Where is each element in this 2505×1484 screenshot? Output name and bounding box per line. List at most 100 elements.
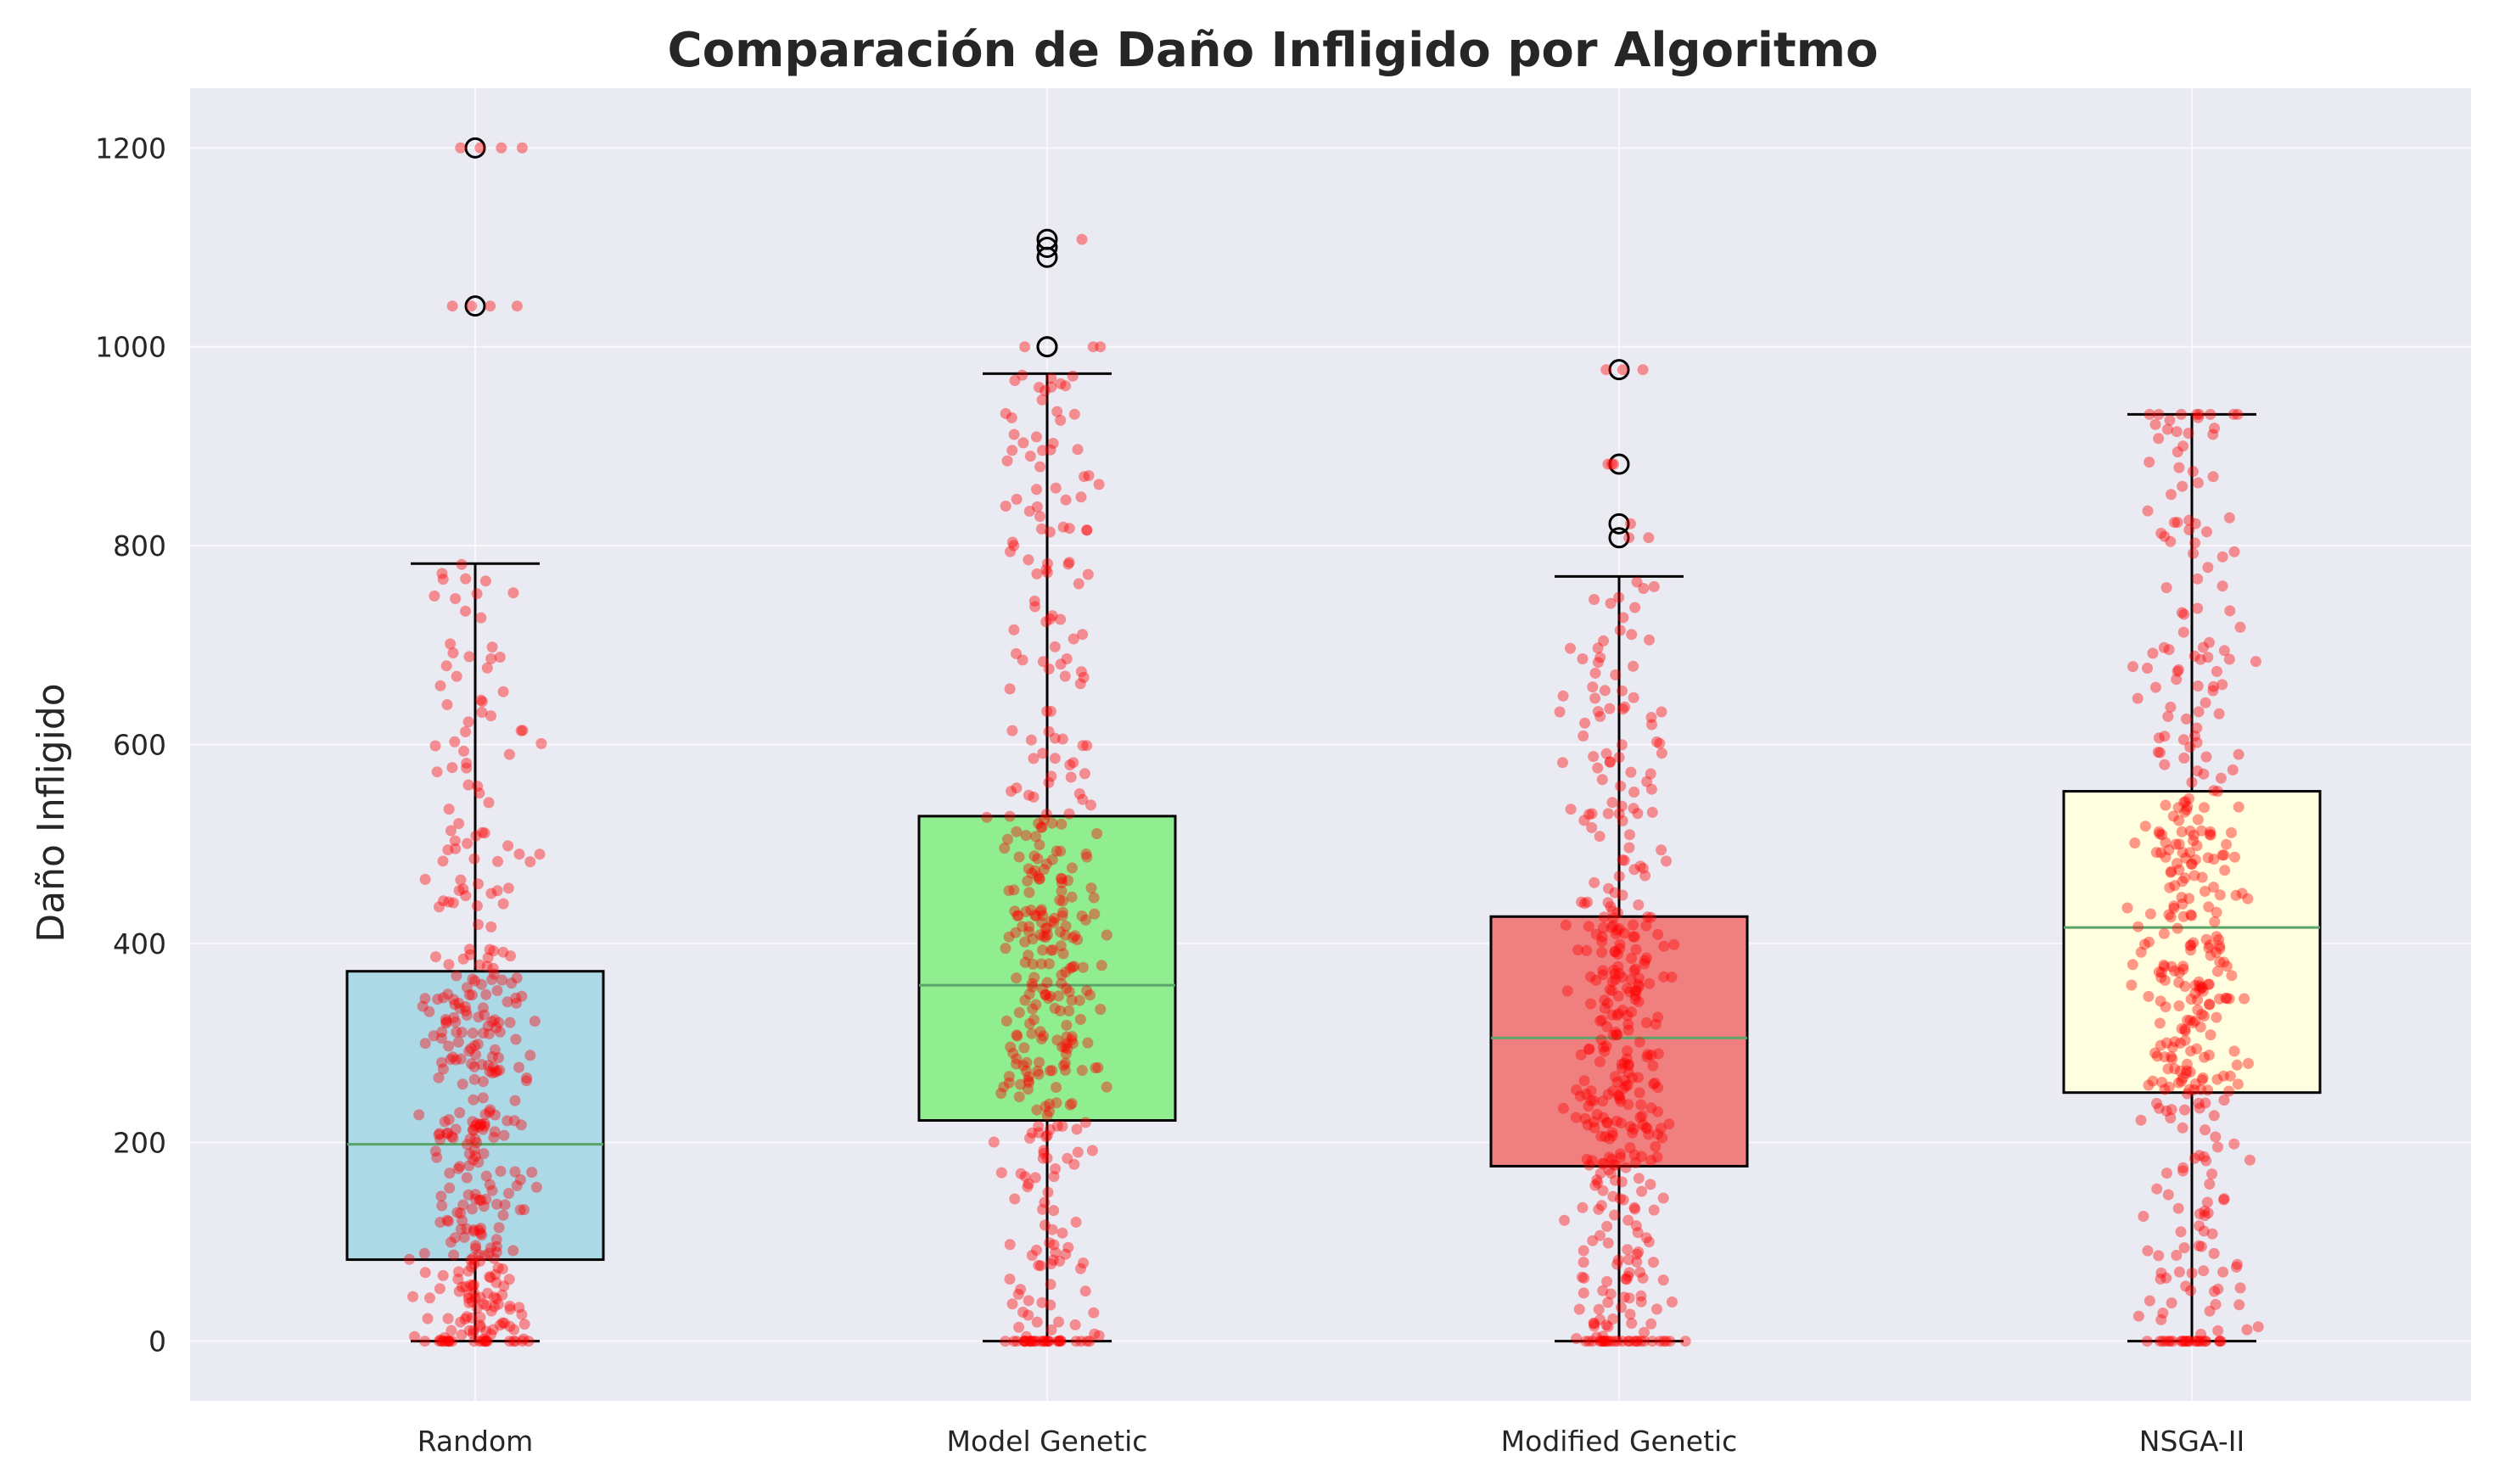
jitter-point <box>1067 961 1079 973</box>
jitter-point <box>2207 471 2219 483</box>
jitter-point <box>403 1253 415 1265</box>
jitter-point <box>1587 1235 1599 1246</box>
jitter-point <box>468 1287 479 1298</box>
jitter-point <box>1635 1099 1647 1111</box>
jitter-point <box>1001 455 1013 467</box>
jitter-point <box>1056 1227 1068 1239</box>
jitter-point <box>1575 1049 1587 1061</box>
jitter-point <box>1608 1159 1620 1171</box>
jitter-point <box>1609 1209 1621 1221</box>
jitter-point <box>2166 960 2177 972</box>
jitter-point <box>2183 524 2195 535</box>
jitter-point <box>2143 990 2155 1002</box>
jitter-point <box>1559 1214 1570 1226</box>
jitter-point <box>2155 747 2166 759</box>
jitter-point <box>1040 1219 1051 1231</box>
jitter-point <box>1656 1132 1668 1144</box>
jitter-point <box>1034 1336 1045 1347</box>
jitter-point <box>1056 1041 1068 1053</box>
jitter-point <box>496 1289 508 1301</box>
jitter-point <box>2179 1034 2191 1046</box>
jitter-point <box>462 1189 474 1201</box>
jitter-point <box>1054 926 1066 938</box>
jitter-point <box>1055 378 1067 389</box>
jitter-point <box>469 1134 481 1145</box>
jitter-point <box>1066 891 1078 903</box>
jitter-point <box>1036 821 1048 833</box>
jitter-point <box>2158 927 2170 939</box>
jitter-point <box>2229 851 2240 863</box>
outlier-marker <box>1608 453 1630 475</box>
jitter-point <box>419 1267 431 1279</box>
jitter-point <box>1558 1102 1569 1114</box>
jitter-point <box>1607 1130 1618 1141</box>
jitter-point <box>2194 1220 2205 1232</box>
jitter-point <box>1565 642 1576 654</box>
jitter-point <box>2159 974 2171 986</box>
jitter-point <box>457 883 469 895</box>
jitter-point <box>2204 636 2215 648</box>
jitter-point <box>1088 1307 1100 1319</box>
jitter-point <box>1635 1336 1647 1347</box>
jitter-point <box>1074 1013 1086 1025</box>
y-tick-label: 800 <box>113 529 166 563</box>
jitter-point <box>2144 408 2155 420</box>
jitter-point <box>485 1242 496 1254</box>
jitter-point <box>434 680 446 692</box>
jitter-point <box>1040 989 1051 1000</box>
jitter-point <box>1588 1095 1600 1106</box>
jitter-point <box>1617 972 1628 983</box>
jitter-point <box>1055 872 1067 884</box>
jitter-point <box>1604 1151 1615 1163</box>
jitter-point <box>1668 938 1680 950</box>
jitter-point <box>1026 1127 1038 1139</box>
jitter-point <box>479 1009 490 1021</box>
jitter-point <box>1595 1200 1607 1212</box>
jitter-point <box>1589 876 1600 888</box>
jitter-point <box>494 1319 506 1331</box>
jitter-point <box>467 1296 478 1308</box>
jitter-point <box>1597 1095 1609 1107</box>
jitter-point <box>1590 928 1602 940</box>
jitter-point <box>1066 994 1078 1006</box>
jitter-point <box>1645 1179 1656 1190</box>
jitter-point <box>2173 462 2185 473</box>
jitter-point <box>473 1011 485 1023</box>
jitter-point <box>503 1274 515 1285</box>
jitter-point <box>1011 782 1023 794</box>
jitter-point <box>1574 1090 1586 1102</box>
jitter-point <box>1056 885 1068 897</box>
jitter-point <box>455 1207 467 1219</box>
jitter-point <box>468 1258 480 1270</box>
jitter-point <box>1056 733 1068 745</box>
jitter-point <box>2178 1242 2190 1254</box>
jitter-point <box>514 1173 526 1185</box>
jitter-point <box>456 558 468 570</box>
jitter-point <box>2155 1313 2167 1325</box>
jitter-point <box>2203 978 2215 990</box>
jitter-point <box>1037 910 1049 921</box>
jitter-point <box>434 1334 446 1346</box>
jitter-point <box>1055 658 1067 670</box>
jitter-point <box>2176 892 2188 904</box>
jitter-point <box>1611 1028 1623 1040</box>
jitter-point <box>1041 922 1053 934</box>
jitter-point <box>1031 501 1043 512</box>
jitter-point <box>2182 801 2194 813</box>
jitter-point <box>2183 428 2194 440</box>
jitter-point <box>456 1027 468 1039</box>
jitter-point <box>475 1195 487 1206</box>
jitter-point <box>477 1336 489 1347</box>
jitter-point <box>2129 837 2141 848</box>
jitter-point <box>1026 977 1038 989</box>
jitter-point <box>2166 865 2177 877</box>
jitter-point <box>2194 980 2205 992</box>
jitter-point <box>1607 1029 1619 1041</box>
jitter-point <box>1056 977 1068 989</box>
jitter-point <box>497 898 509 910</box>
jitter-point <box>1049 732 1061 744</box>
jitter-point <box>1602 1117 1613 1128</box>
jitter-point <box>1571 1084 1583 1095</box>
jitter-point <box>1636 1151 1648 1162</box>
jitter-point <box>1583 1043 1595 1055</box>
